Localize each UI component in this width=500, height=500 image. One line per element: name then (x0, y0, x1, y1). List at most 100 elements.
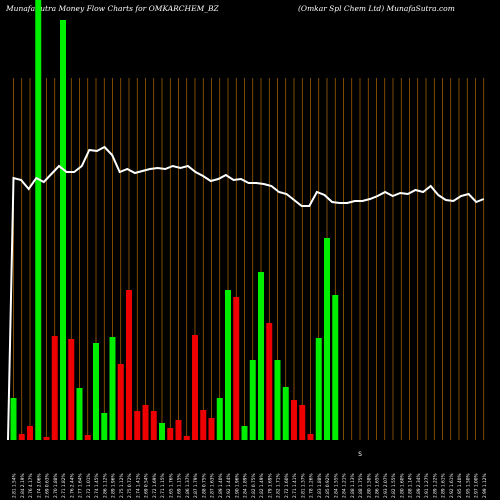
x-tick-label: 2.84 1.89% (243, 473, 249, 498)
x-tick-label: 2.84 2.19% (20, 473, 26, 498)
x-tick-label: 2.83 1.88% (317, 473, 323, 498)
x-tick-label: 2.71 1.82% (61, 473, 67, 498)
x-tick-label: 2.89 1.22% (432, 473, 438, 498)
x-tick-label: 2.80 1.58% (366, 473, 372, 498)
bar (10, 398, 17, 440)
bar (241, 426, 248, 440)
x-tick-label: 2.82 1.55% (391, 473, 397, 498)
x-tick-label: 2.85 0.92% (325, 473, 331, 498)
x-tick-label: 2.75 1.12% (119, 473, 125, 498)
x-tick-label: 2.76 4.17% (28, 473, 34, 498)
bar (258, 272, 264, 440)
bar (324, 238, 330, 440)
bar (68, 339, 75, 440)
bar (208, 418, 215, 440)
bar (134, 411, 141, 440)
bar (299, 405, 306, 440)
x-tick-label: 2.72 1.69% (152, 473, 158, 498)
x-tick-label: 2.95 1.50% (465, 473, 471, 498)
x-tick-label: 2.86 1.12% (102, 473, 108, 498)
x-tick-label: 2.82 1.49% (259, 473, 265, 498)
bar (274, 360, 281, 440)
bar (307, 434, 314, 440)
x-tick-label: 2.86 1.37% (185, 473, 191, 498)
x-tick-label: 2.88 1.75% (358, 473, 364, 498)
x-tick-label: 2.89 1.61% (441, 473, 447, 498)
bar (117, 364, 124, 440)
bar (183, 436, 190, 440)
x-tick-label: 2.69 0.54% (144, 473, 150, 498)
bar (332, 295, 339, 440)
x-tick-label: 2.92 1.61% (449, 473, 455, 498)
x-tick-label: 2.86 1.65% (375, 473, 381, 498)
bar (126, 290, 132, 440)
x-tick-label: 2.76 2.44% (69, 473, 75, 498)
x-tick-label: 2.70 1.88% (53, 473, 59, 498)
x-tick-label: 2.74 2.06% (36, 473, 42, 498)
x-tick-label: 2.71 1.41% (292, 473, 298, 498)
bar (27, 426, 33, 440)
x-tick-labels: 2.81 1.54% 2.84 2.19% 2.76 4.17% 2.74 2.06%… (12, 473, 488, 498)
bar (291, 400, 297, 440)
bar (192, 335, 198, 440)
x-tick-label: 2.69 1.15% (177, 473, 183, 498)
x-tick-label: 2.84 1.21% (342, 473, 348, 498)
marker-label: S (358, 451, 362, 458)
x-tick-label: 2.90 1.96% (234, 473, 240, 498)
bar (225, 290, 231, 440)
bar (175, 420, 182, 440)
bar (249, 360, 256, 440)
chart-subtitle: (Omkar Spl Chem Ltd) MunafaSutra.com (298, 4, 455, 13)
x-tick-label: 2.82 0.75% (251, 473, 257, 498)
x-tick-label: 2.84 1.55% (333, 473, 339, 498)
bar (93, 343, 99, 440)
x-tick-label: 2.72 1.60% (284, 473, 290, 498)
x-tick-label: 2.80 1.60% (399, 473, 405, 498)
bar (216, 398, 223, 440)
x-tick-label: 2.88 0.75% (201, 473, 207, 498)
bar (43, 437, 50, 440)
bar (60, 20, 66, 440)
marker: S (358, 451, 362, 458)
bar (18, 434, 25, 440)
bar (109, 337, 116, 440)
x-tick-label: 2.87 1.63% (210, 473, 216, 498)
x-tick-label: 2.72 1.01% (86, 473, 92, 498)
x-tick-label: 2.88 1.14% (408, 473, 414, 498)
bar (233, 297, 240, 440)
bar (266, 323, 273, 440)
bar (101, 413, 108, 440)
bar (315, 338, 322, 440)
x-tick-label: 2.69 0.63% (45, 473, 51, 498)
x-tick-label: 2.65 1.76% (168, 473, 174, 498)
x-tick-label: 2.91 1.27% (424, 473, 430, 498)
bar (282, 387, 289, 440)
bar (150, 411, 157, 440)
chart-title: MunafaSutra Money Flow Charts for OMKARC… (6, 4, 219, 13)
x-tick-label: 2.92 1.44% (226, 473, 232, 498)
x-tick-label: 2.89 2.34% (416, 473, 422, 498)
x-tick-label: 2.75 0.72% (127, 473, 133, 498)
x-tick-label: 2.81 1.37% (300, 473, 306, 498)
x-tick-label: 2.74 1.41% (135, 473, 141, 498)
gridlines (13, 78, 485, 440)
x-tick-label: 2.99 1.12% (482, 473, 488, 498)
x-tick-label: 2.89 1.96% (111, 473, 117, 498)
x-tick-label: 2.93 2.07% (383, 473, 389, 498)
bar (200, 410, 207, 440)
x-tick-label: 2.95 1.40% (457, 473, 463, 498)
x-tick-label: 2.71 1.15% (160, 473, 166, 498)
x-tick-label: 2.87 1.79% (193, 473, 199, 498)
bar (76, 388, 83, 440)
x-tick-label: 2.88 1.13% (350, 473, 356, 498)
bar (142, 405, 149, 440)
x-tick-label: 2.82 1.71% (276, 473, 282, 498)
bar (35, 0, 42, 440)
x-tick-label: 2.97 1.00% (474, 473, 480, 498)
bar (167, 428, 174, 440)
x-tick-label: 2.74 1.45% (94, 473, 100, 498)
x-tick-label: 2.81 1.54% (12, 473, 18, 498)
price-line (7, 145, 485, 441)
x-tick-label: 2.77 1.64% (78, 473, 84, 498)
